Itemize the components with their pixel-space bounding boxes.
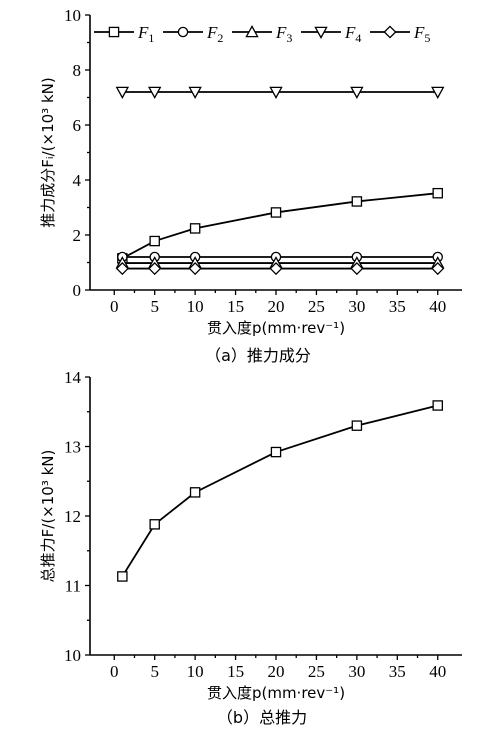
legend-item: F5 [370, 23, 430, 45]
x-tick-label: 5 [150, 662, 159, 681]
x-tick-label: 30 [348, 297, 365, 316]
x-axis-label: 贯入度p(mm·rev⁻¹) [207, 684, 345, 702]
chart-b-caption: （b）总推力 [217, 708, 307, 727]
x-tick-label: 40 [429, 297, 446, 316]
y-tick-label: 10 [64, 646, 81, 665]
legend-label: F2 [206, 23, 223, 45]
x-tick-label: 20 [268, 662, 285, 681]
data-point [189, 487, 201, 498]
data-point [351, 196, 363, 207]
legend-item: F4 [301, 23, 361, 45]
data-point [115, 86, 130, 99]
y-tick-label: 12 [64, 507, 81, 526]
legend-marker [245, 25, 259, 38]
x-tick-label: 20 [268, 297, 285, 316]
data-point [117, 571, 128, 582]
data-point [431, 262, 445, 276]
data-point [432, 400, 443, 411]
series-line [121, 192, 438, 260]
y-axis-label: 总推力F/(×10³ kN) [39, 450, 57, 583]
data-point [188, 262, 202, 276]
y-tick-label: 8 [73, 61, 82, 80]
chart-total-thrust: 0 5 10 15 20 25 30 35 40 10 11 12 13 14 贯入度p(mm·rev⁻¹)… [39, 368, 462, 702]
data-point [350, 86, 364, 99]
x-tick-label: 0 [110, 297, 119, 316]
legend: F1 F2 F3 F4 F5 [94, 23, 430, 45]
series-line [121, 404, 438, 577]
data-point [149, 235, 160, 247]
x-axis-label: 贯入度p(mm·rev⁻¹) [207, 319, 345, 337]
data-point [270, 207, 282, 218]
y-tick-label: 10 [64, 6, 81, 25]
legend-marker [177, 26, 189, 38]
data-point [115, 262, 129, 276]
data-point [147, 86, 162, 99]
x-tick-label: 5 [150, 297, 159, 316]
x-tick-label: 15 [227, 297, 244, 316]
legend-item: F2 [163, 23, 223, 45]
data-point [432, 187, 443, 199]
series-2 [117, 251, 443, 263]
series-1 [117, 400, 443, 582]
legend-marker [108, 26, 120, 38]
x-tick-label: 0 [110, 662, 119, 681]
y-tick-label: 4 [73, 171, 82, 190]
data-point [188, 86, 202, 99]
y-tick-label: 2 [73, 226, 82, 245]
data-point [149, 519, 160, 530]
data-point [270, 446, 282, 458]
legend-marker [314, 26, 328, 39]
chart-thrust-components: 0 5 10 15 20 25 30 35 400246810贯入度p(mm·rev⁻¹)推力成… [39, 6, 462, 337]
series-5 [115, 262, 445, 276]
legend-label: F4 [344, 23, 361, 45]
data-point [189, 223, 201, 234]
x-tick-label: 30 [348, 662, 365, 681]
x-tick-label: 35 [389, 297, 406, 316]
data-point [350, 262, 364, 276]
y-axis-label: 推力成分Fᵢ/(×10³ kN) [39, 77, 57, 227]
y-tick-label: 14 [64, 368, 82, 387]
data-point [351, 420, 363, 431]
series-1 [117, 187, 443, 264]
y-tick-label: 13 [64, 438, 81, 457]
chart-a-caption: （a）推力成分 [205, 346, 311, 365]
x-tick-label: 25 [308, 297, 325, 316]
legend-item: F3 [232, 23, 292, 45]
x-tick-label: 10 [187, 297, 204, 316]
x-tick-label: 40 [429, 662, 446, 681]
series-4 [115, 86, 445, 99]
data-point [269, 262, 283, 276]
data-point [269, 86, 283, 99]
legend-marker [383, 25, 397, 39]
legend-label: F3 [275, 23, 292, 45]
x-tick-label: 10 [187, 662, 204, 681]
x-tick-label: 15 [227, 662, 244, 681]
legend-label: F5 [413, 23, 430, 45]
x-tick-label: 35 [389, 662, 406, 681]
legend-item: F1 [94, 23, 154, 45]
y-tick-label: 11 [65, 577, 81, 596]
data-point [431, 86, 445, 99]
x-tick-label: 25 [308, 662, 325, 681]
legend-label: F1 [137, 23, 154, 45]
y-tick-label: 0 [73, 281, 82, 300]
y-tick-label: 6 [73, 116, 82, 135]
data-point [148, 262, 162, 276]
